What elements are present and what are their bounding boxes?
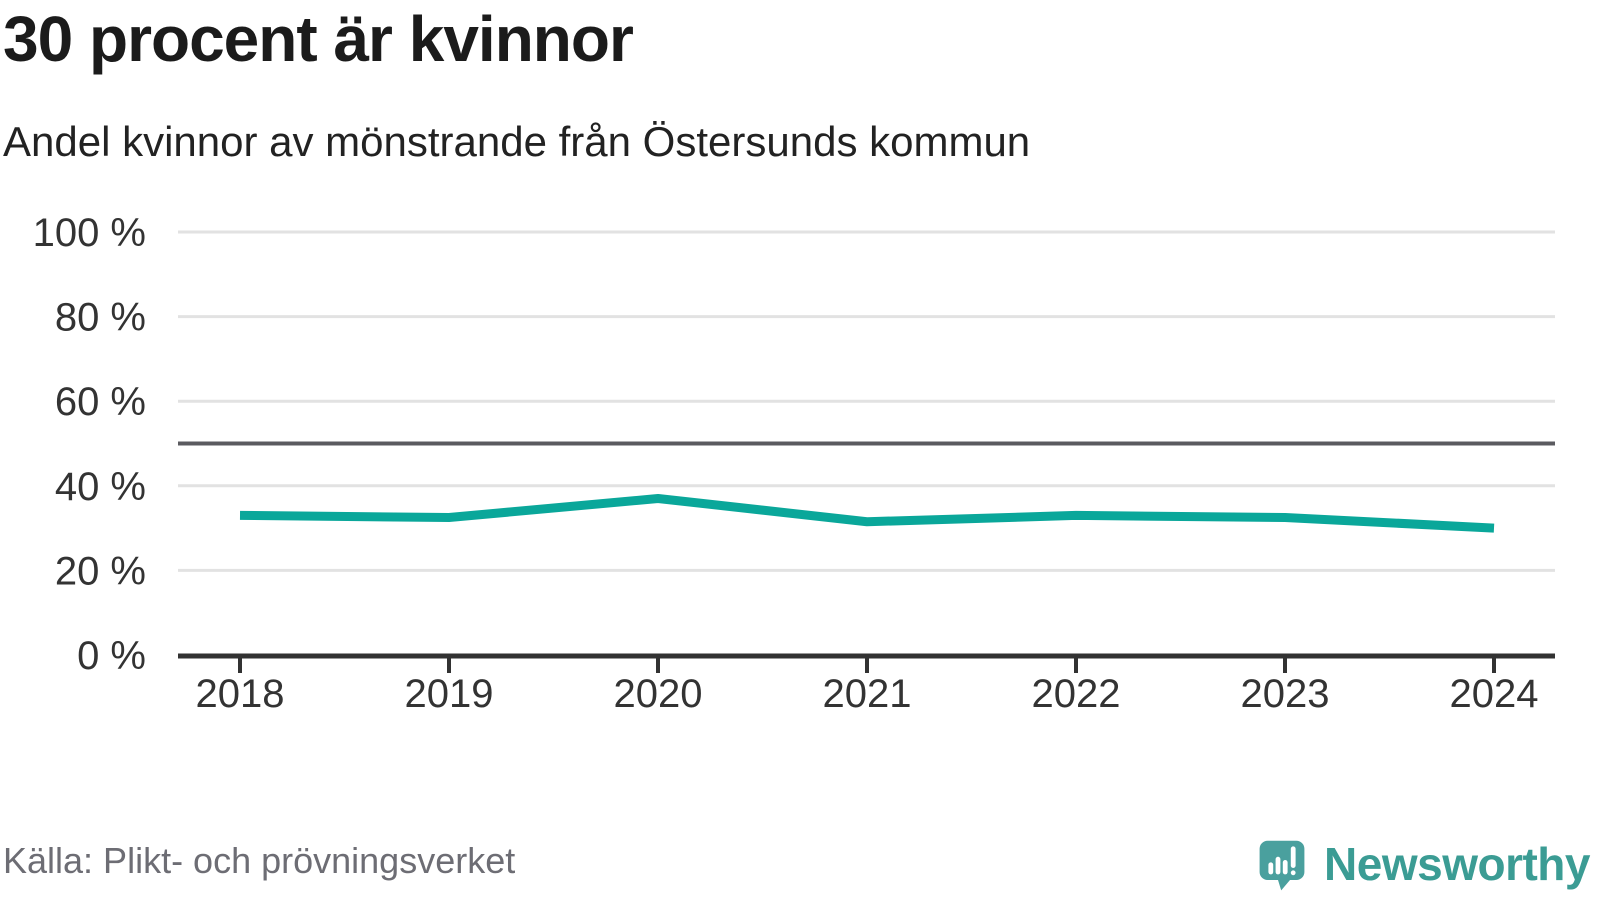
x-axis-labels: 2018 2019 2020 2021 2022 2023 2024: [196, 657, 1539, 716]
x-tick-label-2024: 2024: [1450, 672, 1539, 716]
newsworthy-logo-icon: [1259, 840, 1305, 891]
y-axis-labels: 0 % 20 % 40 % 60 % 80 % 100 %: [33, 211, 146, 678]
data-line: [239, 493, 1495, 533]
gridlines: [178, 230, 1555, 572]
newsworthy-brand: Newsworthy: [1254, 832, 1590, 896]
brand-name: Newsworthy: [1324, 838, 1590, 890]
y-tick-label-20: 20 %: [55, 549, 146, 593]
y-tick-label-80: 80 %: [55, 296, 146, 340]
logo-bar-small: [1268, 862, 1274, 875]
y-tick-label-40: 40 %: [55, 465, 146, 509]
logo-exclamation-dot: [1290, 870, 1296, 876]
x-tick-label-2023: 2023: [1241, 672, 1330, 716]
line-chart-plot: 0 % 20 % 40 % 60 % 80 % 100 % 2018 2019 2020 2021…: [33, 211, 1555, 716]
source-note: Källa: Plikt- och prövningsverket: [3, 840, 516, 881]
chart-subtitle: Andel kvinnor av mönstrande från Östersu…: [3, 118, 1031, 165]
x-tick-label-2018: 2018: [196, 672, 285, 716]
y-tick-label-100: 100 %: [33, 211, 146, 255]
x-tick-label-2020: 2020: [614, 672, 703, 716]
x-tick-label-2019: 2019: [405, 672, 494, 716]
y-tick-label-0: 0 %: [77, 634, 146, 678]
y-tick-label-60: 60 %: [55, 380, 146, 424]
logo-bar-tall: [1275, 856, 1281, 875]
x-tick-label-2022: 2022: [1032, 672, 1121, 716]
chart-title: 30 procent är kvinnor: [3, 3, 634, 75]
x-tick-label-2021: 2021: [823, 672, 912, 716]
logo-exclamation-bar: [1290, 846, 1296, 868]
logo-bubble-shape: [1259, 840, 1305, 891]
logo-bar-medium: [1282, 860, 1288, 875]
